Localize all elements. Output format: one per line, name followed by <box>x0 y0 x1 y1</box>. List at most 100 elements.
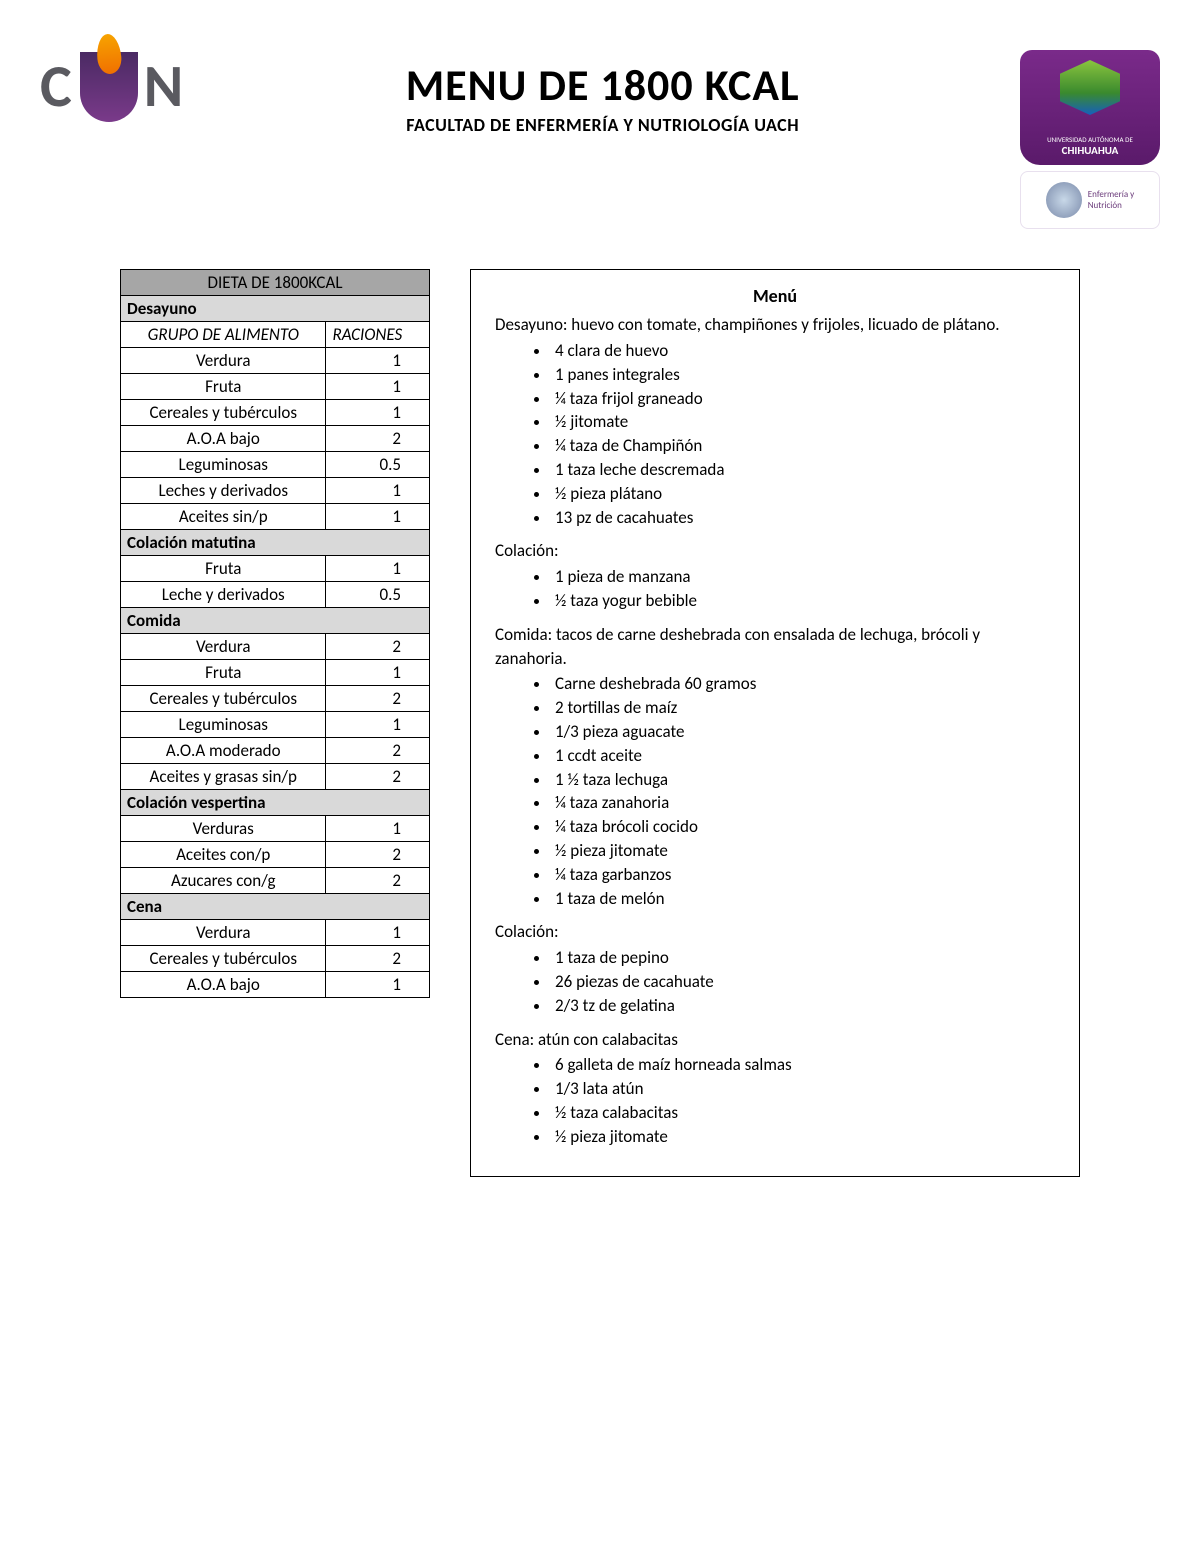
menu-item-list: 1 taza de pepino26 piezas de cacahuate2/… <box>495 946 1055 1017</box>
menu-item-list: 1 pieza de manzana½ taza yogur bebible <box>495 565 1055 613</box>
menu-item: 26 piezas de cacahuate <box>551 970 1055 994</box>
faculty-seal-icon <box>1046 182 1082 218</box>
logo-u-icon <box>80 52 138 122</box>
menu-item: ¼ taza de Champiñón <box>551 434 1055 458</box>
menu-item: 1 panes integrales <box>551 363 1055 387</box>
food-rations: 1 <box>326 348 430 374</box>
menu-item-list: 6 galleta de maíz horneada salmas1/3 lat… <box>495 1053 1055 1148</box>
food-name: Fruta <box>121 374 326 400</box>
menu-item: ¼ taza zanahoria <box>551 791 1055 815</box>
badge-text-2: CHIHUAHUA <box>1062 144 1119 157</box>
logo-letter-n: N <box>144 50 186 123</box>
food-name: Leches y derivados <box>121 478 326 504</box>
menu-item: 1/3 lata atún <box>551 1077 1055 1101</box>
food-name: Aceites y grasas sin/p <box>121 764 326 790</box>
page-title: MENU DE 1800 KCAL <box>185 58 1020 112</box>
menu-item: 1 taza de pepino <box>551 946 1055 970</box>
menu-column: Menú Desayuno: huevo con tomate, champiñ… <box>470 269 1080 1177</box>
food-rations: 2 <box>326 634 430 660</box>
logo-cun: C N <box>40 50 185 123</box>
badge-text-1: UNIVERSIDAD AUTÓNOMA DE <box>1047 135 1133 144</box>
content-columns: DIETA DE 1800KCALDesayunoGRUPO DE ALIMEN… <box>40 269 1160 1177</box>
food-rations: 1 <box>326 504 430 530</box>
menu-item: 1/3 pieza aguacate <box>551 720 1055 744</box>
food-name: Leguminosas <box>121 452 326 478</box>
food-rations: 1 <box>326 556 430 582</box>
menu-item: 13 pz de cacahuates <box>551 506 1055 530</box>
food-rations: 2 <box>326 946 430 972</box>
title-block: MENU DE 1800 KCAL FACULTAD DE ENFERMERÍA… <box>185 50 1020 136</box>
menu-item: 1 taza leche descremada <box>551 458 1055 482</box>
food-name: A.O.A moderado <box>121 738 326 764</box>
food-rations: 1 <box>326 660 430 686</box>
food-rations: 1 <box>326 920 430 946</box>
menu-item: ½ pieza jitomate <box>551 839 1055 863</box>
food-rations: 1 <box>326 972 430 998</box>
section-header: Cena <box>121 894 430 920</box>
menu-item: ¼ taza frijol graneado <box>551 387 1055 411</box>
food-rations: 2 <box>326 738 430 764</box>
food-rations: 2 <box>326 686 430 712</box>
page-subtitle: FACULTAD DE ENFERMERÍA Y NUTRIOLOGÍA UAC… <box>185 114 1020 136</box>
food-name: Azucares con/g <box>121 868 326 894</box>
food-rations: 2 <box>326 868 430 894</box>
food-rations: 1 <box>326 712 430 738</box>
food-name: Fruta <box>121 660 326 686</box>
faculty-badge-text: Enfermería y Nutrición <box>1088 189 1135 211</box>
menu-box: Menú Desayuno: huevo con tomate, champiñ… <box>470 269 1080 1177</box>
uach-badge: UNIVERSIDAD AUTÓNOMA DE CHIHUAHUA <box>1020 50 1160 165</box>
menu-item: 1 ½ taza lechuga <box>551 768 1055 792</box>
menu-item: ½ taza yogur bebible <box>551 589 1055 613</box>
food-name: Leguminosas <box>121 712 326 738</box>
food-name: Cereales y tubérculos <box>121 686 326 712</box>
faculty-badge: Enfermería y Nutrición <box>1020 171 1160 229</box>
food-name: Cereales y tubérculos <box>121 946 326 972</box>
menu-item: ½ jitomate <box>551 410 1055 434</box>
menu-item-list: Carne deshebrada 60 gramos2 tortillas de… <box>495 672 1055 910</box>
food-name: Leche y derivados <box>121 582 326 608</box>
menu-item: 6 galleta de maíz horneada salmas <box>551 1053 1055 1077</box>
food-rations: 1 <box>326 400 430 426</box>
logo-letter-c: C <box>40 50 74 123</box>
food-rations: 0.5 <box>326 582 430 608</box>
menu-block-intro: Colación: <box>495 539 1055 563</box>
diet-table-title: DIETA DE 1800KCAL <box>121 270 430 296</box>
food-rations: 2 <box>326 842 430 868</box>
food-name: Fruta <box>121 556 326 582</box>
food-rations: 2 <box>326 426 430 452</box>
menu-item: 1 taza de melón <box>551 887 1055 911</box>
food-name: A.O.A bajo <box>121 972 326 998</box>
menu-block-intro: Comida: tacos de carne deshebrada con en… <box>495 623 1055 671</box>
food-name: Aceites sin/p <box>121 504 326 530</box>
menu-item: ¼ taza garbanzos <box>551 863 1055 887</box>
food-name: Aceites con/p <box>121 842 326 868</box>
menu-item: ½ taza calabacitas <box>551 1101 1055 1125</box>
section-header: Colación vespertina <box>121 790 430 816</box>
food-name: Verdura <box>121 348 326 374</box>
menu-block-intro: Colación: <box>495 920 1055 944</box>
menu-block-intro: Cena: atún con calabacitas <box>495 1028 1055 1052</box>
flame-icon <box>95 33 122 75</box>
section-header: Desayuno <box>121 296 430 322</box>
menu-item: 2 tortillas de maíz <box>551 696 1055 720</box>
food-rations: 1 <box>326 478 430 504</box>
page-header: C N MENU DE 1800 KCAL FACULTAD DE ENFERM… <box>40 50 1160 229</box>
menu-item: ¼ taza brócoli cocido <box>551 815 1055 839</box>
food-rations: 1 <box>326 374 430 400</box>
menu-item: Carne deshebrada 60 gramos <box>551 672 1055 696</box>
section-header: Colación matutina <box>121 530 430 556</box>
menu-item-list: 4 clara de huevo1 panes integrales¼ taza… <box>495 339 1055 529</box>
food-name: Verdura <box>121 634 326 660</box>
food-name: A.O.A bajo <box>121 426 326 452</box>
menu-heading: Menú <box>495 284 1055 309</box>
food-rations: 2 <box>326 764 430 790</box>
food-rations: 0.5 <box>326 452 430 478</box>
section-header: Comida <box>121 608 430 634</box>
food-name: Verduras <box>121 816 326 842</box>
logo-right-group: UNIVERSIDAD AUTÓNOMA DE CHIHUAHUA Enferm… <box>1020 50 1160 229</box>
food-name: Cereales y tubérculos <box>121 400 326 426</box>
menu-item: 1 ccdt aceite <box>551 744 1055 768</box>
diet-table: DIETA DE 1800KCALDesayunoGRUPO DE ALIMEN… <box>120 269 430 998</box>
menu-item: 4 clara de huevo <box>551 339 1055 363</box>
diet-table-column: DIETA DE 1800KCALDesayunoGRUPO DE ALIMEN… <box>120 269 430 1177</box>
